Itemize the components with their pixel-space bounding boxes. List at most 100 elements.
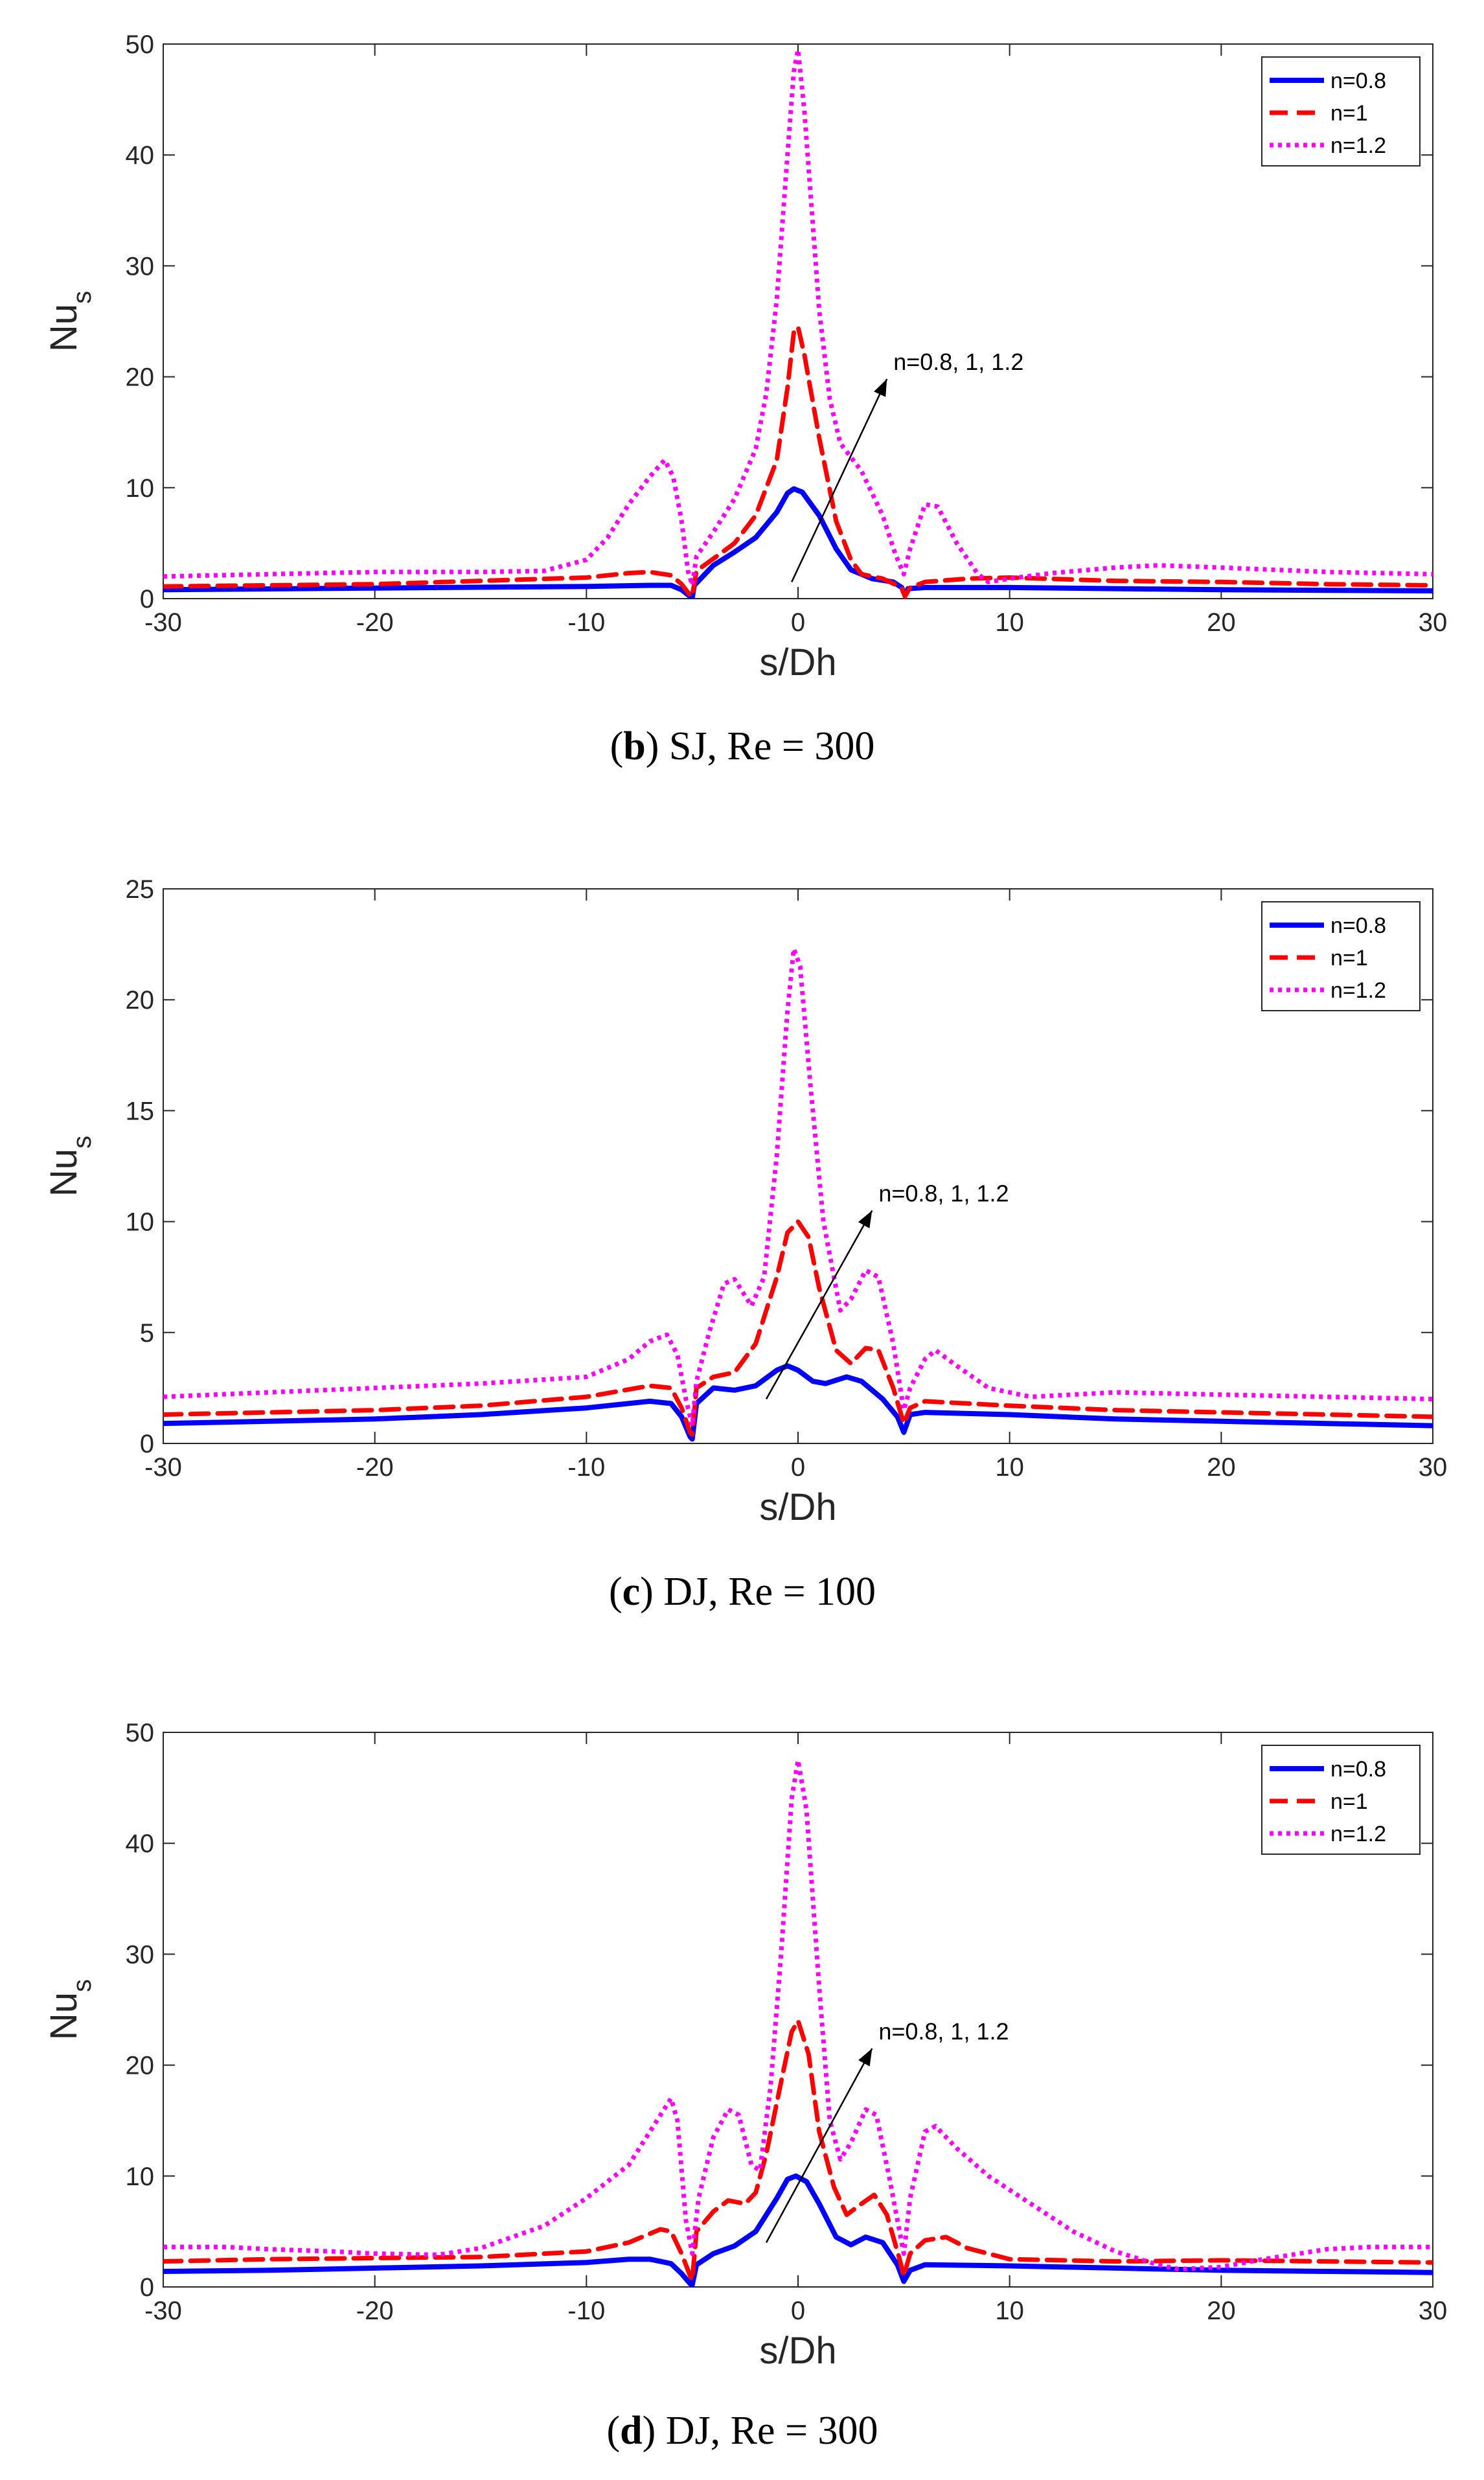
series-line-n=0.8 [163, 2173, 1433, 2287]
y-axis-label: Nus [43, 291, 97, 352]
x-tick-label: 10 [995, 608, 1024, 637]
x-tick-label: -10 [567, 2297, 605, 2325]
y-tick-label: 15 [126, 1097, 155, 1125]
x-tick-label: 0 [791, 1453, 805, 1482]
x-tick-label: 0 [791, 2297, 805, 2325]
caption-close: ) [646, 724, 659, 768]
series-line-n=1.2 [163, 1758, 1433, 2272]
series-group [163, 946, 1433, 1442]
x-tick-label: 20 [1207, 1453, 1236, 1482]
caption-open: ( [610, 724, 624, 768]
legend-box [1261, 901, 1421, 1011]
y-axis-label-main: Nu [43, 1992, 85, 2040]
x-tick-label: -30 [144, 2297, 182, 2325]
y-tick-label: 30 [126, 1940, 155, 1969]
y-tick-label: 20 [126, 363, 155, 392]
caption: (c) DJ, Re = 100 [609, 1570, 876, 1614]
caption-letter: b [623, 724, 645, 768]
series-group [163, 47, 1433, 599]
x-tick-label: -20 [356, 2297, 394, 2325]
annotation-arrowhead [874, 379, 887, 397]
y-tick-label: 5 [140, 1319, 154, 1348]
x-axis-label: s/Dh [759, 641, 836, 683]
caption-text: SJ, Re = 300 [659, 724, 874, 768]
chart-panel-d: -30 -20 -10 0 10 20 30 0 10 20 30 40 50 s/Dh Nus n=0.8,… [43, 1719, 1447, 2453]
y-tick-label: 20 [126, 2052, 155, 2080]
y-tick-label: 40 [126, 141, 155, 170]
x-tick-label: -30 [144, 1453, 182, 1482]
caption-close: ) [640, 1570, 654, 1614]
series-line-n=1.2 [163, 47, 1433, 588]
caption: (b) SJ, Re = 300 [610, 724, 875, 768]
x-tick-label: 0 [791, 608, 805, 637]
x-tick-label: -10 [567, 1453, 605, 1482]
caption-close: ) [643, 2409, 656, 2453]
y-axis-label-sub: s [68, 291, 97, 304]
y-tick-label: 0 [140, 585, 154, 614]
series-line-n=1 [163, 1219, 1433, 1437]
y-tick-label: 50 [126, 1719, 155, 1747]
annotation-label: n=0.8, 1, 1.2 [878, 2018, 1009, 2045]
x-tick-label: -10 [567, 608, 605, 637]
legend: n=0.8 n=1 n=1.2 [1261, 1745, 1421, 1855]
caption-letter: d [620, 2409, 642, 2453]
legend-label-n=1.2: n=1.2 [1330, 978, 1386, 1003]
plot-area [163, 888, 1433, 1444]
annotation-arrow [765, 1210, 873, 1400]
x-tick-label: -20 [356, 608, 394, 637]
y-axis-label-main: Nu [43, 304, 85, 352]
legend-label-n=0.8: n=0.8 [1330, 69, 1386, 93]
y-axis-label: Nus [43, 1979, 97, 2040]
x-axis-label: s/Dh [759, 2330, 836, 2372]
legend-label-n=1.2: n=1.2 [1330, 1822, 1386, 1846]
chart-panel-b: -30 -20 -10 0 10 20 30 0 10 20 30 40 50 s/Dh Nus n=0.8,… [43, 30, 1447, 768]
x-tick-label: 20 [1207, 2297, 1236, 2325]
y-axis-label-sub: s [68, 1979, 97, 1992]
x-tick-label: 30 [1419, 608, 1448, 637]
caption: (d) DJ, Re = 300 [606, 2409, 878, 2453]
x-tick-label: 20 [1207, 608, 1236, 637]
legend-label-n=1: n=1 [1330, 946, 1368, 970]
y-tick-label: 0 [140, 1430, 154, 1458]
x-axis-label: s/Dh [759, 1486, 836, 1528]
legend-label-n=1: n=1 [1330, 1789, 1368, 1814]
caption-letter: c [622, 1570, 641, 1614]
x-tick-label: -30 [144, 608, 182, 637]
y-tick-label: 10 [126, 1208, 155, 1237]
legend-label-n=0.8: n=0.8 [1330, 913, 1386, 938]
series-line-n=0.8 [163, 1363, 1433, 1442]
series-group [163, 1758, 1433, 2287]
y-axis-label-sub: s [68, 1136, 97, 1149]
y-tick-label: 50 [126, 30, 155, 59]
y-axis-label-main: Nu [43, 1149, 85, 1197]
x-tick-label: 10 [995, 1453, 1024, 1482]
legend-label-n=1.2: n=1.2 [1330, 133, 1386, 158]
chart-panel-c: -30 -20 -10 0 10 20 30 0 5 10 15 20 25 s/Dh Nus n=0.8, … [43, 875, 1447, 1614]
annotation-label: n=0.8, 1, 1.2 [878, 1180, 1009, 1206]
caption-text: DJ, Re = 100 [654, 1570, 876, 1614]
caption-text: DJ, Re = 300 [656, 2409, 878, 2453]
legend: n=0.8 n=1 n=1.2 [1261, 901, 1421, 1011]
x-tick-label: -20 [356, 1453, 394, 1482]
annotation-label: n=0.8, 1, 1.2 [893, 349, 1023, 375]
legend-box [1261, 1745, 1421, 1855]
y-tick-label: 10 [126, 474, 155, 503]
y-tick-label: 0 [140, 2273, 154, 2302]
series-line-n=1 [163, 325, 1433, 599]
plot-area [163, 1732, 1433, 2288]
legend-box [1261, 56, 1421, 166]
series-line-n=1 [163, 2018, 1433, 2283]
annotation-arrow [765, 2048, 873, 2244]
y-tick-label: 20 [126, 986, 155, 1015]
legend-label-n=1: n=1 [1330, 101, 1368, 126]
legend-label-n=0.8: n=0.8 [1330, 1757, 1386, 1782]
annotation-arrowhead [858, 1210, 873, 1229]
x-tick-label: 10 [995, 2297, 1024, 2325]
y-tick-label: 40 [126, 1830, 155, 1858]
caption-open: ( [606, 2409, 620, 2453]
x-tick-label: 30 [1419, 1453, 1448, 1482]
caption-open: ( [609, 1570, 622, 1614]
annotation-arrowhead [858, 2048, 873, 2067]
y-tick-label: 10 [126, 2163, 155, 2191]
